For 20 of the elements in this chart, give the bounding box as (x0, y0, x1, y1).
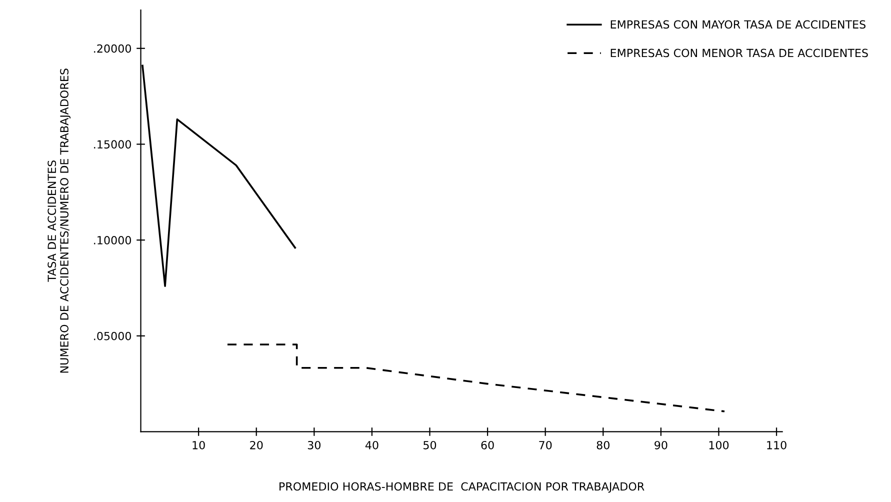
y-tick-label: .10000 (94, 236, 132, 244)
y-tick-label: .05000 (94, 332, 132, 340)
x-tick-label: 110 (767, 440, 786, 450)
legend-label: EMPRESAS CON MENOR TASA DE ACCIDENTES (610, 48, 868, 58)
x-tick-label: 70 (539, 440, 552, 450)
y-axis-title: TASA DE ACCIDENTES NUMERO DE ACCIDENTES/NUMERO DE TRABAJADORES (48, 68, 71, 373)
x-tick-label: 40 (365, 440, 378, 450)
y-tick-label: .15000 (94, 140, 132, 149)
x-tick-label: 100 (709, 440, 729, 450)
x-tick-label: 80 (596, 440, 610, 450)
x-tick-label: 60 (481, 440, 494, 450)
line-series (226, 344, 726, 412)
legend-label: EMPRESAS CON MAYOR TASA DE ACCIDENTES (610, 20, 866, 29)
x-tick-label: 20 (250, 440, 263, 450)
x-tick-label: 90 (654, 440, 668, 450)
x-tick-label: 30 (308, 440, 320, 450)
x-tick-label: 50 (424, 440, 436, 450)
x-axis-title: PROMEDIO HORAS-HOMBRE DE CAPACITACION POR TRABAJADOR (280, 482, 644, 493)
y-tick-label: .20000 (94, 44, 132, 53)
x-tick-label: 10 (192, 440, 205, 450)
